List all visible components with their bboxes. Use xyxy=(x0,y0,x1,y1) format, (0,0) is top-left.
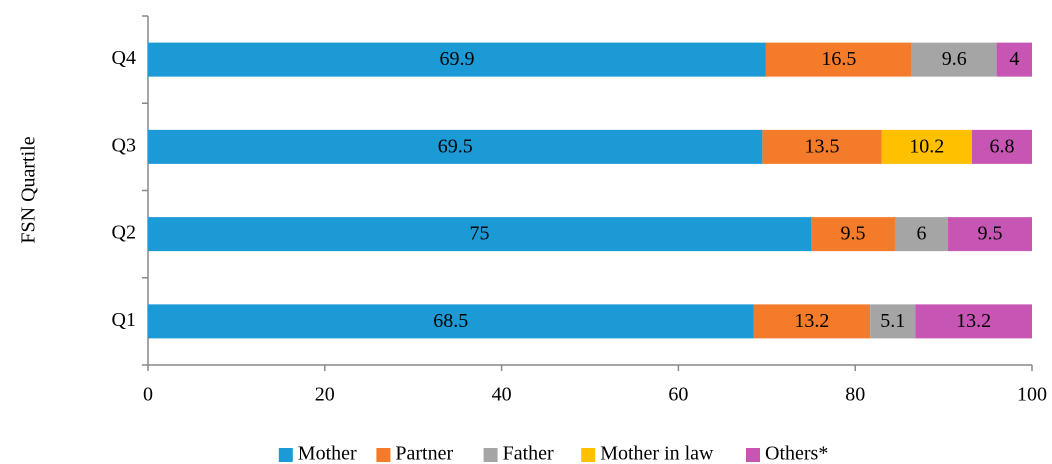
data-label: 75 xyxy=(470,223,490,245)
legend-swatch xyxy=(581,448,596,462)
data-label: 9.5 xyxy=(840,223,865,245)
bar-segment xyxy=(811,217,895,252)
legend-label: Father xyxy=(503,443,554,464)
y-tick-label: Q4 xyxy=(112,47,136,69)
data-label: 13.5 xyxy=(805,135,840,157)
bar-segment xyxy=(870,304,916,339)
x-tick-label: 80 xyxy=(845,384,865,406)
bar-segment xyxy=(148,217,811,252)
data-label: 69.5 xyxy=(438,135,473,157)
x-tick-label: 40 xyxy=(492,384,512,406)
bar-segment xyxy=(971,129,1032,164)
data-label: 9.5 xyxy=(978,223,1003,245)
data-label: 13.2 xyxy=(794,310,829,332)
legend-label: Others* xyxy=(765,443,828,464)
y-axis-label: FSN Quartile xyxy=(18,136,40,243)
legend-label: Mother in law xyxy=(600,443,714,464)
legend-label: Partner xyxy=(395,443,453,464)
data-label: 9.6 xyxy=(942,48,967,70)
legend-swatch xyxy=(746,448,760,462)
bar-segment xyxy=(148,42,766,77)
bar-segment xyxy=(894,217,949,252)
bar-segment xyxy=(762,129,882,164)
legend-swatch xyxy=(278,448,293,462)
data-label: 5.1 xyxy=(880,310,905,332)
y-tick-label: Q2 xyxy=(112,222,136,244)
bar-segment xyxy=(881,129,972,164)
data-label: 16.5 xyxy=(821,48,856,70)
x-tick-label: 100 xyxy=(1017,384,1047,406)
data-label: 68.5 xyxy=(433,310,468,332)
bar-segment xyxy=(148,129,763,164)
data-label: 6.8 xyxy=(989,135,1014,157)
bar-segment xyxy=(753,304,871,339)
legend-swatch xyxy=(483,448,498,462)
x-tick-label: 60 xyxy=(668,384,688,406)
y-tick-label: Q3 xyxy=(112,134,136,156)
data-label: 10.2 xyxy=(909,135,944,157)
data-label: 69.9 xyxy=(439,48,474,70)
y-tick-label: Q1 xyxy=(112,309,136,331)
legend-swatch xyxy=(376,448,391,462)
bar-segment xyxy=(915,304,1032,339)
x-tick-label: 20 xyxy=(315,384,335,406)
data-label: 6 xyxy=(917,223,927,245)
bar-segment xyxy=(765,42,912,77)
data-label: 13.2 xyxy=(956,310,991,332)
bar-segment xyxy=(148,304,754,339)
legend-label: Mother xyxy=(298,443,357,464)
bar-segment xyxy=(911,42,997,77)
x-tick-label: 0 xyxy=(143,384,153,406)
bar-segment xyxy=(948,217,1032,252)
bar-segment xyxy=(996,42,1032,77)
data-label: 4 xyxy=(1009,48,1019,70)
